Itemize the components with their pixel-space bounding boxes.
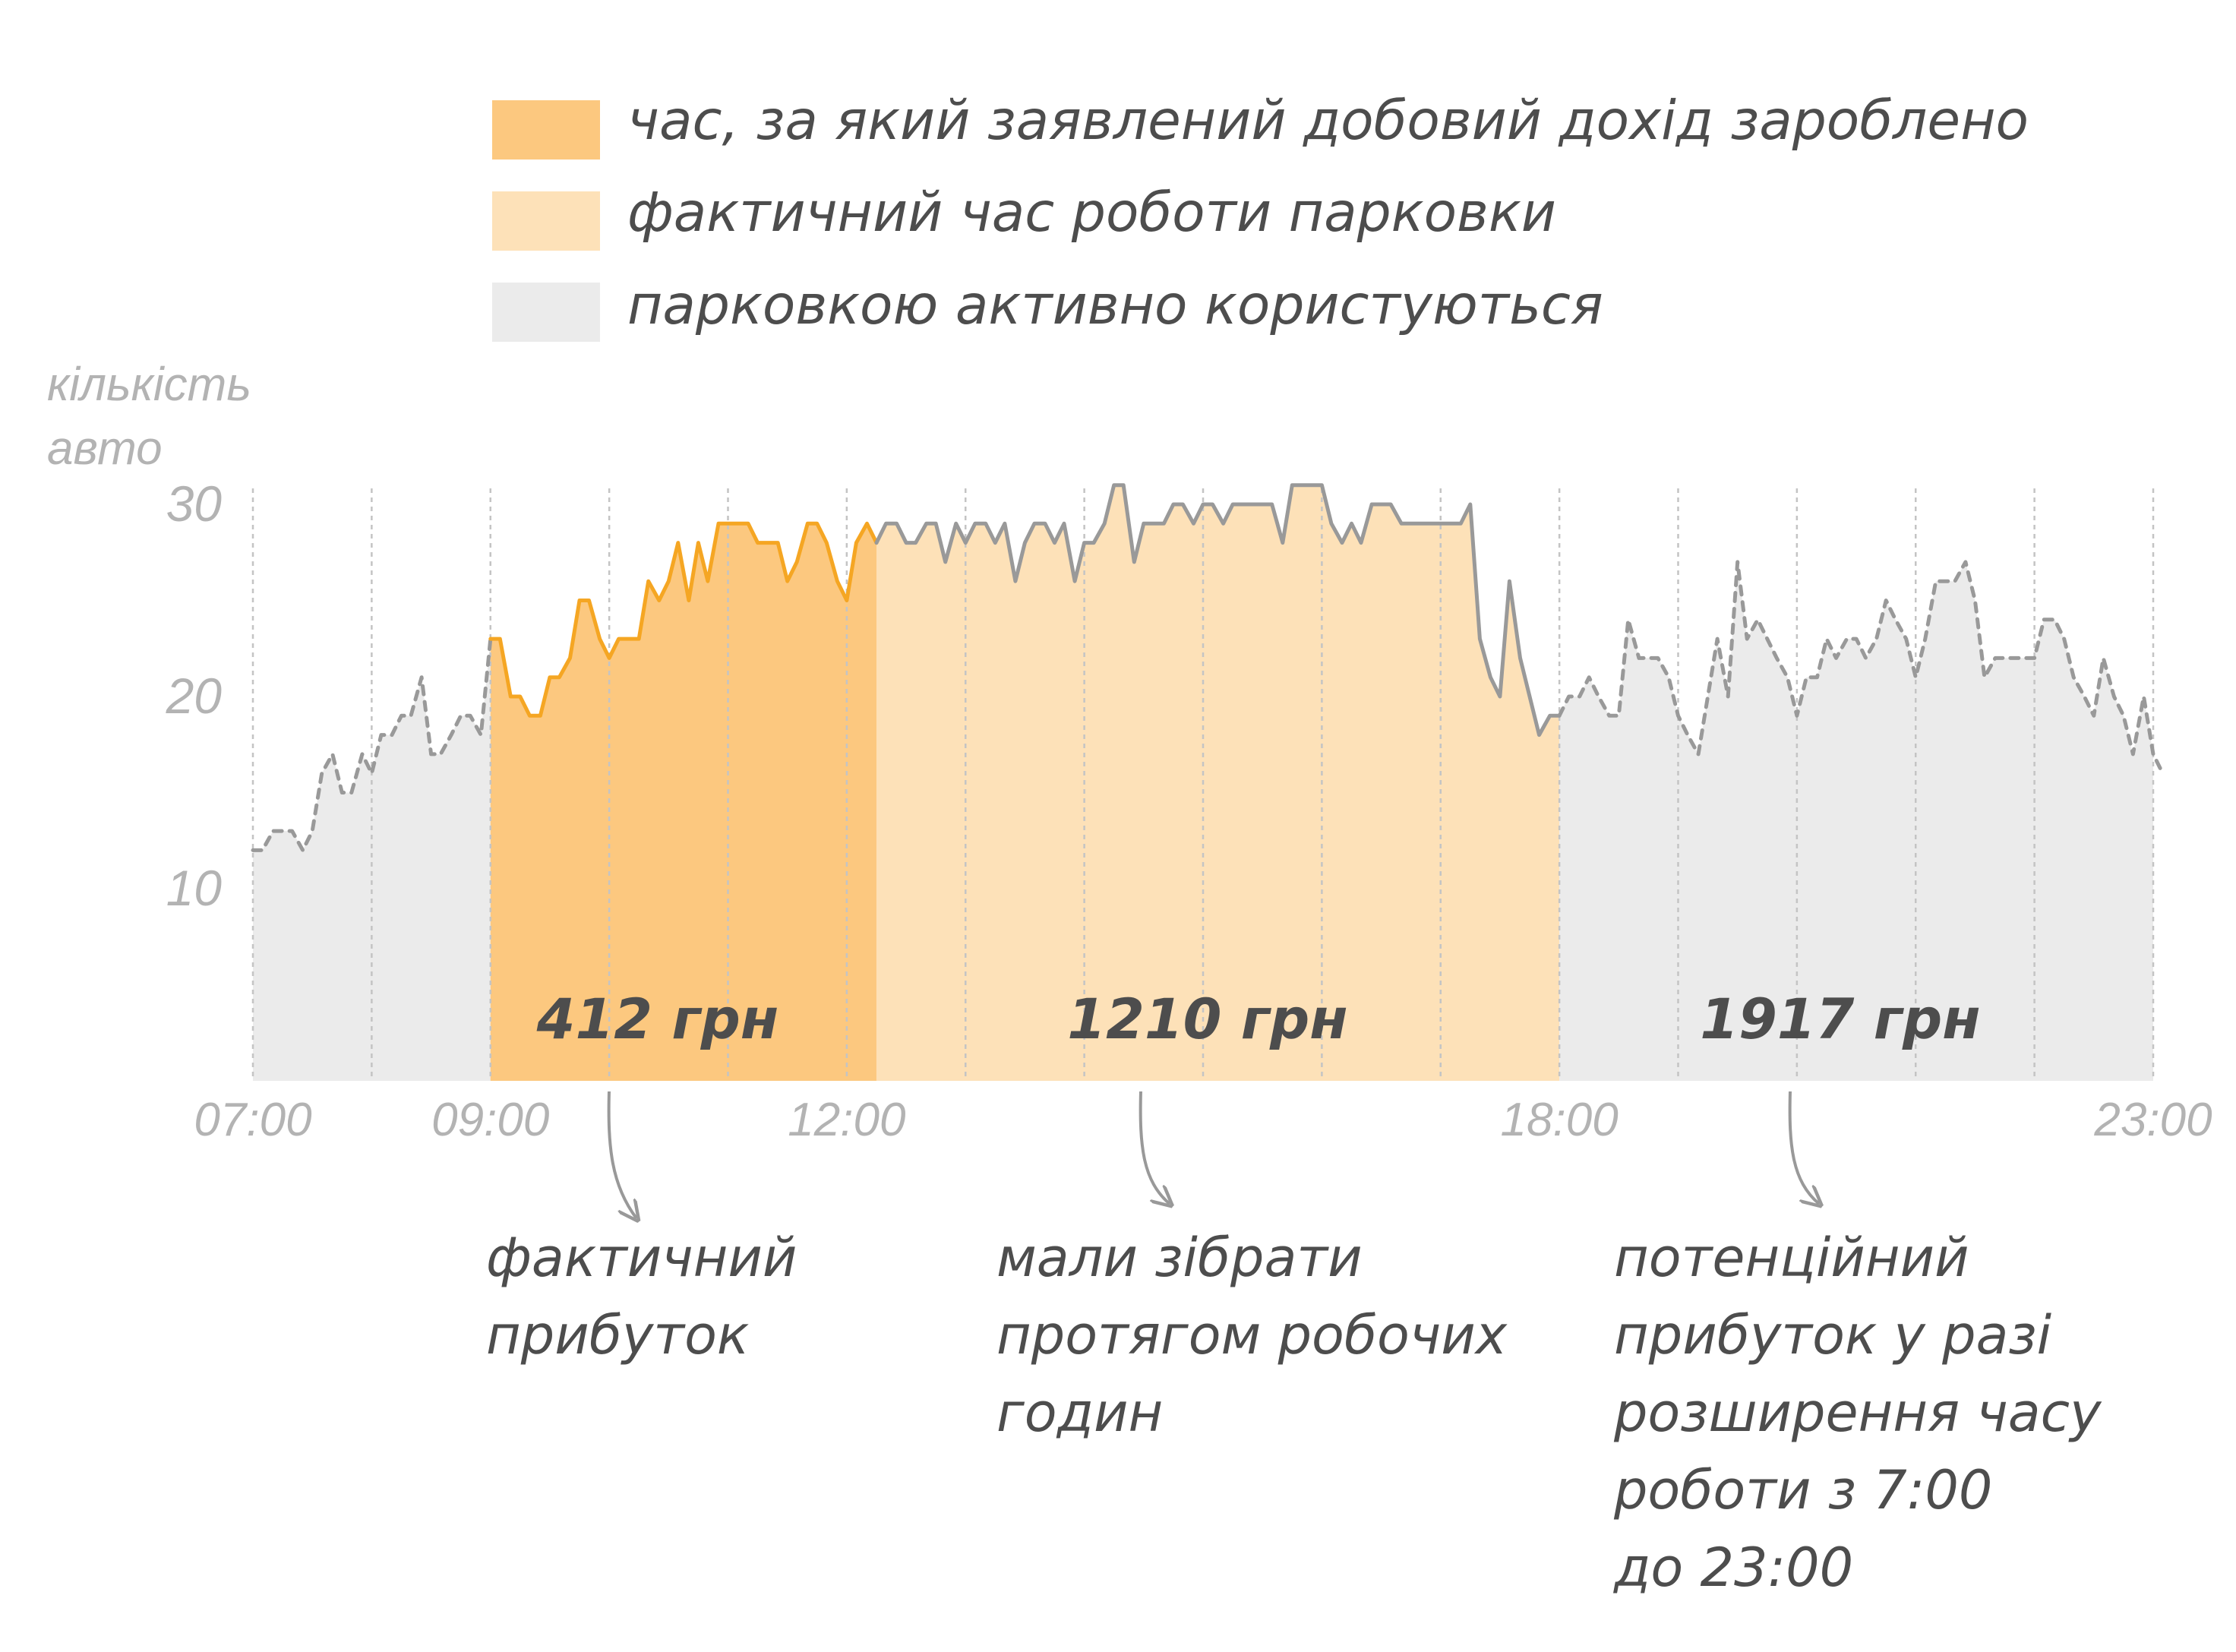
series-line-2: [488, 521, 879, 718]
x-tick-label: 23:00: [2093, 1094, 2212, 1146]
y-tick-label: 30: [166, 475, 223, 532]
amount-label-earned: 412 грн: [536, 987, 779, 1052]
area-region-3: [1559, 561, 2153, 1081]
y-axis-label-line-1: кількість: [47, 359, 251, 411]
note-expected-profit-line: мали зібрати: [996, 1227, 1363, 1289]
series-line-3: [874, 483, 1562, 738]
note-actual-profit: фактичний прибуток: [486, 1227, 797, 1366]
note-expected-profit-line: протягом робочих: [996, 1304, 1508, 1366]
amount-label-active-use: 1917 грн: [1700, 987, 1980, 1052]
legend-swatch-earned: [492, 100, 600, 160]
y-tick-label: 10: [166, 860, 223, 916]
arrow-actual-profit: [607, 1091, 636, 1218]
note-potential-profit: потенційний прибуток у разі розширення час…: [1613, 1227, 2102, 1599]
note-actual-profit-line: прибуток: [486, 1304, 749, 1366]
legend-swatch-active-use: [492, 283, 600, 342]
note-potential-profit-line: потенційний: [1614, 1227, 1969, 1289]
arrow-potential-profit: [1788, 1091, 1819, 1204]
arrow-expected-profit: [1139, 1091, 1170, 1204]
note-potential-profit-line: роботи з 7:00: [1613, 1459, 1992, 1521]
x-tick-label: 07:00: [194, 1094, 311, 1146]
x-tick-label: 18:00: [1501, 1094, 1619, 1146]
note-potential-profit-line: до 23:00: [1613, 1537, 1853, 1599]
x-tick-label: 09:00: [431, 1094, 549, 1146]
y-tick-labels: 10 20 30: [166, 475, 223, 916]
y-axis-label-line-2: авто: [47, 422, 163, 475]
area-region-2: [876, 485, 1560, 1081]
note-potential-profit-line: розширення часу: [1613, 1382, 2102, 1444]
y-tick-label: 20: [166, 668, 223, 724]
series-line-1: [251, 636, 493, 852]
series-lines: [251, 483, 2165, 852]
legend-label-active-use: парковкою активно користуються: [627, 273, 1603, 336]
note-potential-profit-line: прибуток у разі: [1614, 1304, 2052, 1366]
vertical-gridlines: [251, 488, 2155, 1081]
note-expected-profit-line: годин: [996, 1382, 1163, 1444]
y-axis-label: кількість авто: [47, 359, 264, 475]
legend-swatch-working-hours: [492, 191, 600, 251]
area-region-1: [490, 523, 876, 1081]
x-tick-label: 12:00: [788, 1094, 905, 1146]
amount-label-working-hours: 1210 грн: [1067, 987, 1347, 1052]
note-expected-profit: мали зібрати протягом робочих годин: [996, 1227, 1508, 1444]
legend-label-earned: час, за який заявлений добовий дохід зар…: [627, 89, 2029, 152]
x-tick-labels: 07:00 09:00 12:00 18:00 23:00: [194, 1094, 2212, 1146]
annotations: фактичний прибуток мали зібрати протягом ро…: [486, 1227, 2102, 1599]
area-before-opening: [253, 639, 491, 1081]
legend: час, за який заявлений добовий дохід зар…: [492, 89, 2029, 342]
note-actual-profit-line: фактичний: [486, 1227, 797, 1289]
shaded-areas: [253, 485, 2153, 1081]
legend-label-working-hours: фактичний час роботи парковки: [627, 181, 1556, 244]
